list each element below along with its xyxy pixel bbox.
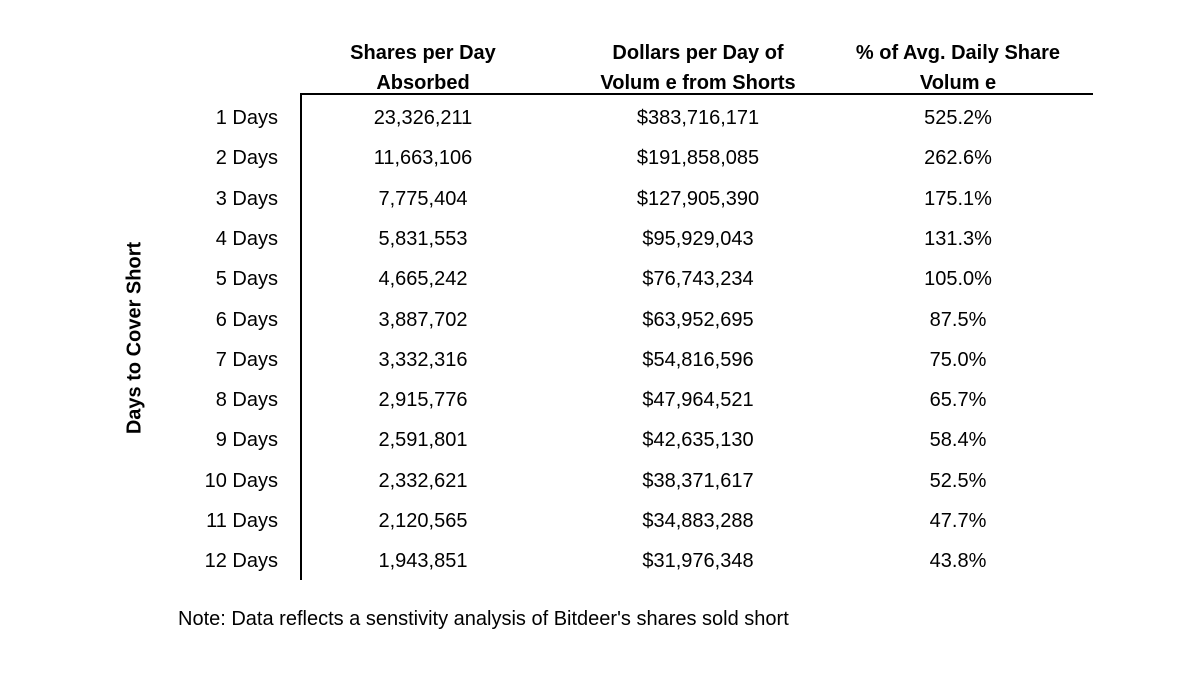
row-label: 2 Days xyxy=(215,147,278,170)
row-label: 5 Days xyxy=(215,268,278,291)
cell-percent-volume: 65.7% xyxy=(929,389,987,412)
cell-dollars-volume: $38,371,617 xyxy=(642,469,754,492)
cell-percent-volume: 58.4% xyxy=(929,429,987,452)
column-header-shares-line-1: Shares per Day xyxy=(350,42,496,64)
column-header-shares-line-2: Absorbed xyxy=(376,72,470,94)
cell-percent-volume: 87.5% xyxy=(929,308,987,331)
row-label: 11 Days xyxy=(206,510,278,532)
column-header-dollars-line-2: Volum e from Shorts xyxy=(600,72,796,94)
column-header-shares: Shares per Day Absorbed xyxy=(323,38,523,98)
cell-shares-absorbed: 5,831,553 xyxy=(378,227,468,250)
cell-shares-absorbed: 2,915,776 xyxy=(378,389,468,412)
cell-dollars-volume: $34,883,288 xyxy=(642,510,754,532)
cell-percent-volume: 262.6% xyxy=(924,147,992,170)
cell-percent-volume: 105.0% xyxy=(924,268,992,291)
column-header-dollars-line-1: Dollars per Day of xyxy=(612,42,784,64)
cell-dollars-volume: $47,964,521 xyxy=(642,389,754,412)
cell-dollars-volume: $31,976,348 xyxy=(642,550,754,573)
cell-percent-volume: 75.0% xyxy=(929,348,987,371)
row-label: 8 Days xyxy=(215,389,278,412)
row-label: 12 Days xyxy=(204,550,278,573)
row-label: 6 Days xyxy=(215,308,278,331)
cell-percent-volume: 175.1% xyxy=(924,187,992,210)
row-label: 7 Days xyxy=(215,348,278,371)
cell-percent-volume: 131.3% xyxy=(924,227,992,250)
column-header-percent-line-1: % of Avg. Daily Share xyxy=(855,42,1061,64)
row-label-divider xyxy=(300,93,302,580)
cell-shares-absorbed: 3,887,702 xyxy=(378,308,468,331)
column-header-percent-volume: % of Avg. Daily Share Volum e xyxy=(838,38,1078,98)
cell-shares-absorbed: 2,591,801 xyxy=(378,429,468,452)
footnote: Note: Data reflects a senstivity analysi… xyxy=(178,608,789,630)
cell-dollars-volume: $54,816,596 xyxy=(642,348,754,371)
row-label: 3 Days xyxy=(215,187,278,210)
row-label: 10 Days xyxy=(204,469,278,492)
cell-percent-volume: 43.8% xyxy=(929,550,987,573)
cell-dollars-volume: $42,635,130 xyxy=(642,429,754,452)
cell-dollars-volume: $383,716,171 xyxy=(636,107,760,129)
cell-percent-volume: 52.5% xyxy=(929,469,987,492)
cell-dollars-volume: $191,858,085 xyxy=(636,147,760,170)
cell-dollars-volume: $76,743,234 xyxy=(642,268,754,291)
cell-shares-absorbed: 3,332,316 xyxy=(378,348,468,371)
cell-shares-absorbed: 4,665,242 xyxy=(378,268,468,291)
cell-shares-absorbed: 2,332,621 xyxy=(378,469,468,492)
row-label: 9 Days xyxy=(215,429,278,452)
cell-shares-absorbed: 1,943,851 xyxy=(378,550,468,573)
cell-dollars-volume: $63,952,695 xyxy=(642,308,754,331)
column-header-percent-line-2: Volum e xyxy=(919,72,997,94)
row-label: 4 Days xyxy=(215,227,278,250)
cell-dollars-volume: $95,929,043 xyxy=(642,227,754,250)
column-header-dollars: Dollars per Day of Volum e from Shorts xyxy=(588,38,808,98)
cell-percent-volume: 525.2% xyxy=(924,107,992,129)
cell-shares-absorbed: 11,663,106 xyxy=(373,147,473,170)
cell-shares-absorbed: 23,326,211 xyxy=(373,107,473,129)
cell-shares-absorbed: 7,775,404 xyxy=(378,187,468,210)
row-label: 1 Days xyxy=(215,107,278,129)
header-divider xyxy=(302,93,1093,95)
cell-dollars-volume: $127,905,390 xyxy=(636,187,760,210)
cell-shares-absorbed: 2,120,565 xyxy=(378,510,468,532)
cell-percent-volume: 47.7% xyxy=(929,510,987,532)
